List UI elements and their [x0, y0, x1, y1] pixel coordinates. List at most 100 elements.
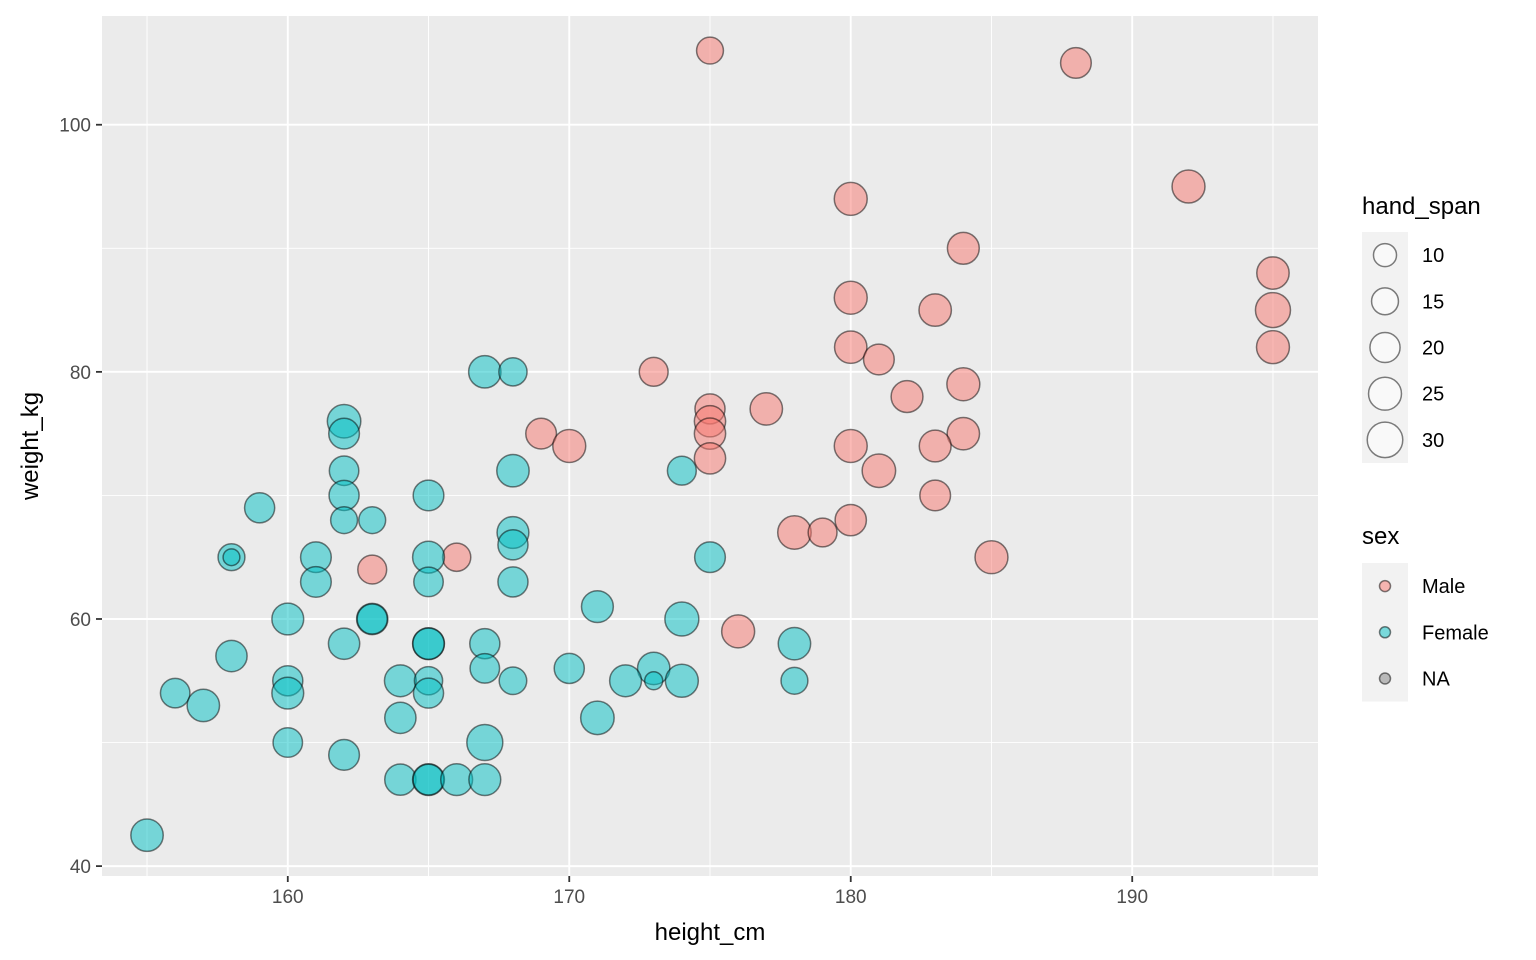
data-point-female — [777, 626, 812, 661]
x-tick-label: 180 — [835, 887, 867, 908]
data-point-female — [215, 639, 248, 673]
data-point-female — [468, 762, 502, 797]
color-legend-key-female — [1378, 626, 1392, 639]
data-point-male — [357, 554, 388, 585]
y-axis: 40 60 80 100 — [59, 116, 102, 878]
color-legend-title: sex — [1362, 523, 1399, 550]
data-point-male — [833, 330, 868, 365]
data-point-female — [497, 566, 529, 598]
data-points — [130, 36, 1292, 853]
y-axis-title: weight_kg — [17, 392, 44, 501]
y-tick-label: 60 — [70, 610, 91, 631]
data-point-female — [272, 727, 304, 759]
data-point-male — [861, 453, 897, 489]
data-point-female — [327, 417, 361, 450]
data-point-female — [693, 541, 727, 574]
data-point-female — [299, 565, 333, 599]
data-point-male — [890, 379, 924, 414]
data-point-female — [643, 670, 664, 691]
data-point-female — [608, 664, 643, 698]
data-point-female — [222, 548, 241, 567]
data-point-female — [327, 738, 361, 772]
data-point-female — [412, 677, 445, 709]
size-legend-label: 20 — [1422, 338, 1444, 360]
data-point-female — [413, 566, 445, 598]
data-point-female — [327, 627, 361, 661]
data-point-male — [918, 293, 953, 328]
size-legend-key — [1370, 287, 1400, 316]
color-legend-label: Male — [1422, 576, 1465, 598]
size-legend: hand_span 10 15 20 25 30 — [1362, 193, 1481, 463]
color-legend-key-na — [1378, 672, 1392, 685]
data-point-female — [498, 357, 528, 387]
data-point-female — [383, 664, 418, 698]
data-point-female — [358, 505, 387, 535]
data-point-female — [664, 601, 700, 637]
data-point-female — [780, 666, 809, 695]
data-point-female — [159, 677, 191, 709]
size-legend-label: 10 — [1422, 245, 1444, 267]
x-tick-label: 160 — [272, 887, 304, 908]
data-point-female — [412, 627, 445, 661]
data-point-female — [664, 663, 700, 698]
data-point-male — [695, 36, 725, 65]
color-legend: sex Male Female NA — [1362, 523, 1489, 702]
data-point-male — [946, 366, 981, 402]
x-axis: 160 170 180 190 — [272, 876, 1148, 908]
data-point-male — [833, 280, 868, 315]
data-point-female — [271, 676, 305, 710]
size-legend-key — [1367, 376, 1403, 411]
y-tick-label: 80 — [70, 363, 91, 384]
data-point-male — [1255, 329, 1291, 365]
y-tick-label: 40 — [70, 857, 91, 878]
data-point-female — [579, 700, 615, 736]
data-point-female — [130, 818, 164, 853]
data-point-male — [552, 428, 587, 464]
data-point-female — [271, 602, 305, 636]
data-point-male — [946, 231, 981, 265]
x-axis-title: height_cm — [655, 919, 766, 946]
data-point-male — [1171, 169, 1206, 204]
color-legend-label: NA — [1422, 669, 1450, 691]
data-point-female — [553, 652, 586, 685]
data-point-male — [1254, 291, 1292, 329]
x-tick-label: 190 — [1116, 887, 1148, 908]
data-point-male — [638, 356, 669, 388]
data-point-female — [497, 529, 529, 561]
data-point-female — [496, 453, 530, 488]
data-point-female — [412, 479, 445, 512]
size-legend-key — [1369, 331, 1401, 364]
data-point-female — [466, 723, 504, 762]
data-point-male — [974, 539, 1009, 575]
size-legend-label: 30 — [1422, 430, 1444, 452]
data-point-male — [918, 429, 952, 463]
size-legend-label: 25 — [1422, 384, 1444, 406]
data-point-male — [807, 517, 838, 548]
data-point-female — [469, 652, 501, 684]
x-tick-label: 170 — [553, 887, 585, 908]
data-point-male — [1059, 46, 1093, 80]
data-point-male — [834, 503, 868, 537]
y-tick-label: 100 — [59, 116, 91, 137]
data-point-female — [580, 589, 615, 624]
data-point-male — [862, 343, 895, 376]
data-point-male — [833, 181, 868, 217]
data-point-male — [693, 441, 727, 475]
data-point-male — [919, 479, 952, 512]
data-point-female — [467, 354, 502, 389]
data-point-female — [666, 455, 698, 486]
data-point-female — [439, 762, 474, 797]
data-point-male — [749, 391, 784, 426]
data-point-female — [243, 491, 276, 524]
size-legend-key — [1372, 242, 1398, 268]
data-point-female — [356, 603, 389, 635]
size-legend-title: hand_span — [1362, 193, 1481, 220]
data-point-female — [186, 688, 221, 723]
color-legend-label: Female — [1422, 622, 1489, 644]
data-point-female — [498, 666, 528, 696]
size-legend-key — [1366, 421, 1404, 459]
size-legend-label: 15 — [1422, 291, 1444, 313]
data-point-male — [833, 428, 868, 464]
data-point-male — [720, 614, 756, 649]
